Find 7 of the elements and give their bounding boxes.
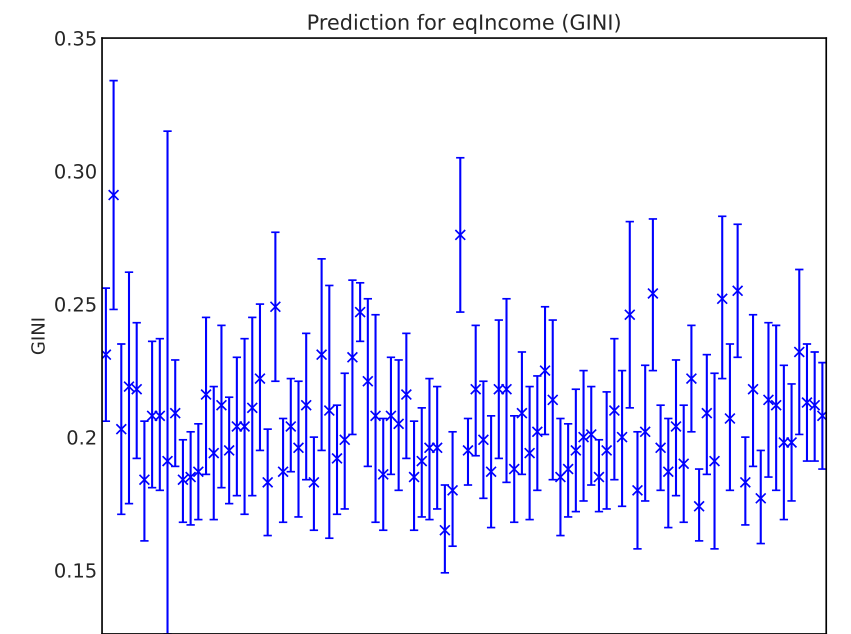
y-axis-title: GINI	[31, 318, 45, 354]
y-tick-label: 0.25	[55, 297, 96, 312]
chart-title: Prediction for eqIncome (GINI)	[308, 14, 620, 34]
y-tick-label: 0.15	[55, 563, 96, 578]
y-tick-label: 0.35	[55, 30, 96, 46]
y-tick-label: 0.30	[55, 164, 96, 179]
y-tick-label: 0.2	[68, 430, 96, 445]
